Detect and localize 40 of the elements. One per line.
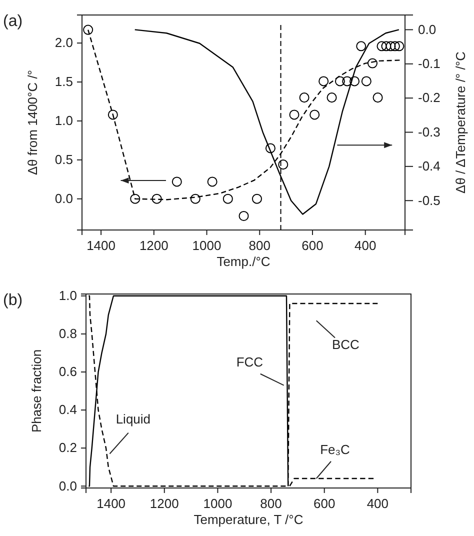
y-tick-label: 1.5 xyxy=(54,74,73,90)
x-tick-label: 1400 xyxy=(96,496,126,512)
x-tick-label: 600 xyxy=(302,238,324,254)
y-axis-title: Δθ from 1400°C /° xyxy=(25,70,40,176)
x-tick-label: 1200 xyxy=(150,496,179,512)
y2-axis-title: Δθ / ΔTemperature /° /°C xyxy=(453,52,468,194)
y2-tick-label: -0.3 xyxy=(418,124,440,140)
x-tick-label: 1000 xyxy=(203,496,232,512)
series-label: FCC xyxy=(236,354,264,370)
y-tick-label: 0.0 xyxy=(58,478,77,494)
y-tick-label: 1.0 xyxy=(58,288,77,304)
y-tick-label: 0.0 xyxy=(54,191,73,206)
x-tick-label: 400 xyxy=(354,238,376,254)
y-axis-title: Phase fraction xyxy=(29,349,44,433)
x-tick-label: 1200 xyxy=(139,238,168,254)
y2-tick-label: -0.2 xyxy=(418,90,440,106)
text: BCC xyxy=(332,337,360,352)
x-axis-title: Temp./°C xyxy=(216,254,270,269)
y-tick-label: 2.0 xyxy=(54,35,73,50)
chart-title: (b) xyxy=(3,292,23,309)
series-label: Liquid xyxy=(116,411,151,426)
series-label: Fe₃C xyxy=(320,442,350,457)
y2-tick-label: 0.0 xyxy=(418,22,436,37)
x-axis-title: Temperature, T /°C xyxy=(194,512,304,527)
y-tick-label: 0.5 xyxy=(54,152,73,168)
x-tick-label: 400 xyxy=(366,496,389,512)
y2-tick-label: -0.5 xyxy=(418,192,440,208)
y-tick-label: 0.2 xyxy=(58,440,77,456)
y-tick-label: 1.0 xyxy=(54,113,73,128)
y2-tick-label: -0.1 xyxy=(418,56,440,72)
y-tick-label: 0.8 xyxy=(58,326,77,342)
x-tick-label: 600 xyxy=(314,496,336,512)
x-tick-label: 800 xyxy=(260,496,282,512)
y-tick-label: 0.4 xyxy=(58,402,77,418)
y2-tick-label: -0.4 xyxy=(418,158,440,174)
chart-title: (a) xyxy=(3,13,23,30)
x-tick-label: 1400 xyxy=(86,238,116,254)
x-tick-label: 1000 xyxy=(192,238,222,254)
y-tick-label: 0.6 xyxy=(58,364,77,380)
x-tick-label: 800 xyxy=(248,238,270,254)
